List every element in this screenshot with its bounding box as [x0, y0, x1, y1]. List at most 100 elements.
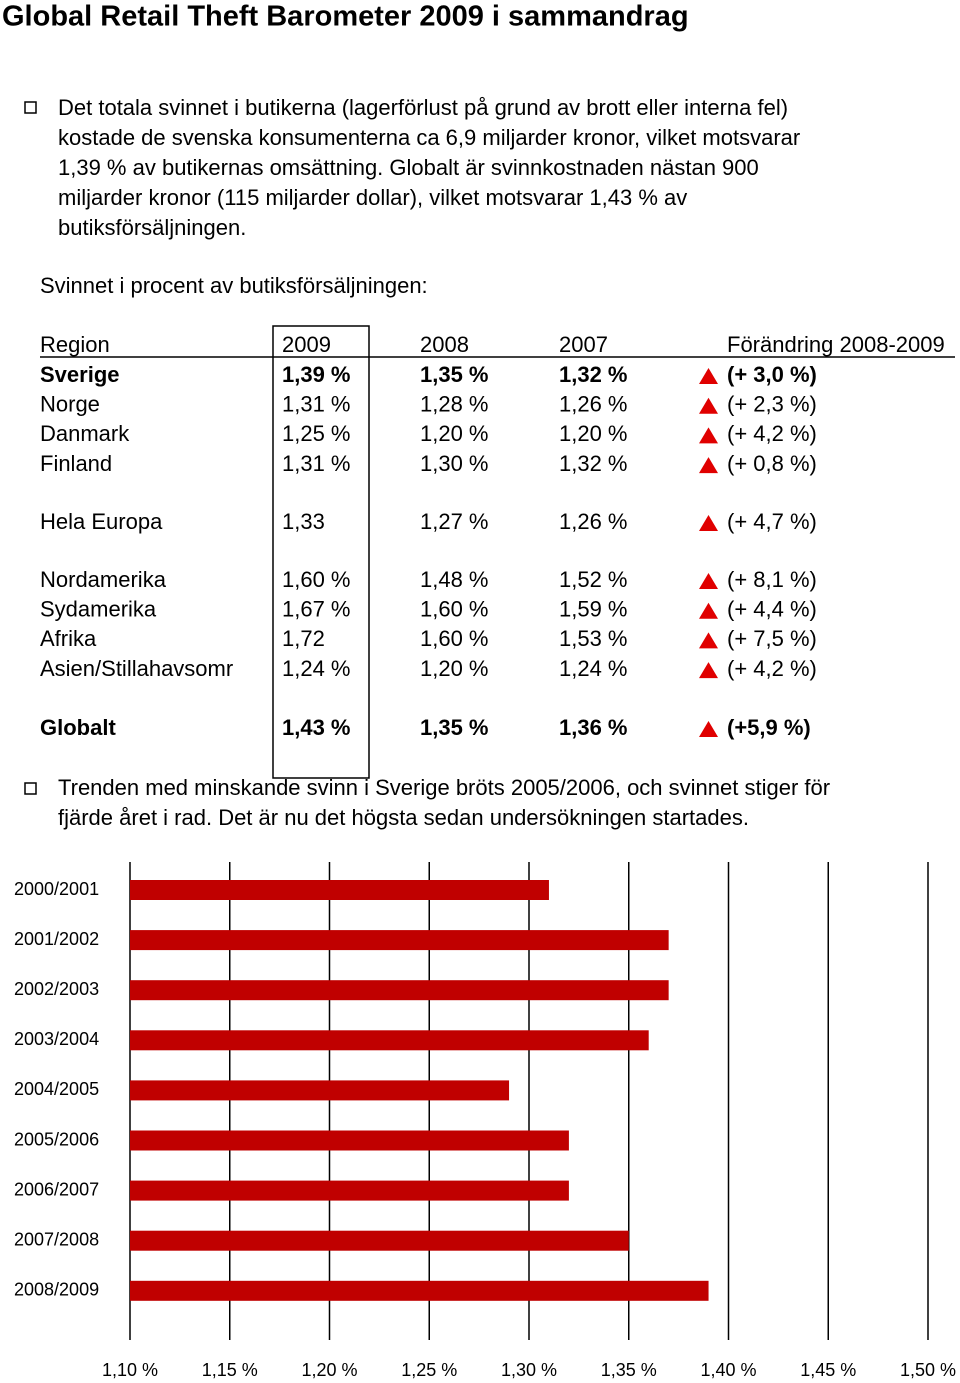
bar	[130, 1080, 510, 1101]
table-cell: 1,32 %	[559, 362, 628, 387]
x-tick-label: 1,30 %	[501, 1360, 557, 1380]
bar	[130, 1230, 629, 1251]
x-tick-label: 1,40 %	[700, 1360, 756, 1380]
table-cell: 1,20 %	[559, 421, 628, 446]
table-cell: 1,24 %	[559, 656, 628, 681]
paragraph-line: Det totala svinnet i butikerna (lagerför…	[58, 95, 788, 120]
table-cell: (+ 4,4 %)	[727, 597, 817, 622]
table-cell: 1,60 %	[420, 626, 489, 651]
table-cell: 1,60 %	[420, 597, 489, 622]
title: Global Retail Theft Barometer 2009 i sam…	[2, 1, 689, 33]
table-cell: (+ 0,8 %)	[727, 451, 817, 476]
table-cell: 1,35 %	[420, 362, 489, 387]
up-triangle	[699, 427, 718, 444]
up-triangle	[699, 368, 718, 384]
table-cell: 1,53 %	[559, 626, 628, 651]
table-cell: 1,26 %	[559, 392, 628, 417]
table-cell: 1,35 %	[420, 715, 489, 740]
up-triangle	[699, 573, 718, 589]
table-cell: (+5,9 %)	[727, 715, 811, 740]
table-cell: (+ 3,0 %)	[727, 362, 817, 387]
table-cell: 1,52 %	[559, 567, 628, 592]
bar	[130, 1030, 649, 1051]
x-tick-label: 1,15 %	[202, 1360, 258, 1380]
table-cell: 1,31 %	[282, 392, 351, 417]
x-tick-label: 1,25 %	[401, 1360, 457, 1380]
header-cell: Förändring 2008-2009	[727, 332, 945, 357]
y-tick-label: 2008/2009	[14, 1280, 99, 1300]
bar	[130, 930, 669, 951]
y-tick-label: 2000/2001	[14, 879, 99, 899]
table-cell: (+ 4,7 %)	[727, 509, 817, 534]
table-cell: Finland	[40, 451, 112, 476]
table-cell: 1,26 %	[559, 509, 628, 534]
table-cell: (+ 2,3 %)	[727, 392, 817, 417]
up-triangle	[699, 602, 718, 619]
subtitle: Svinnet i procent av butiksförsäljningen…	[40, 273, 428, 298]
x-tick-label: 1,10 %	[102, 1360, 158, 1380]
up-triangle	[699, 632, 718, 649]
up-triangle	[699, 515, 718, 531]
table-cell: 1,67 %	[282, 597, 351, 622]
y-tick-label: 2003/2004	[14, 1029, 99, 1049]
paragraph-line: butiksförsäljningen.	[58, 215, 246, 240]
header-cell: Region	[40, 332, 110, 357]
bar	[130, 880, 549, 900]
y-tick-label: 2005/2006	[14, 1129, 99, 1149]
table-cell: 1,59 %	[559, 597, 628, 622]
y-tick-label: 2007/2008	[14, 1229, 99, 1249]
table-cell: (+ 4,2 %)	[727, 421, 817, 446]
x-tick-label: 1,20 %	[301, 1360, 357, 1380]
table-cell: 1,25 %	[282, 421, 351, 446]
up-triangle	[699, 662, 718, 679]
header-cell: 2009	[282, 332, 331, 357]
bullet-box	[24, 101, 37, 114]
up-triangle	[699, 721, 718, 737]
table-cell: Hela Europa	[40, 509, 163, 534]
y-tick-label: 2001/2002	[14, 929, 99, 949]
paragraph-line: Trenden med minskande svinn i Sverige br…	[58, 775, 830, 800]
bar	[130, 1180, 569, 1201]
table-cell: 1,20 %	[420, 421, 489, 446]
header-cell: 2008	[420, 332, 469, 357]
table-cell: 1,39 %	[282, 362, 351, 387]
table-cell: 1,33	[282, 509, 325, 534]
x-tick-label: 1,45 %	[800, 1360, 856, 1380]
table-cell: 1,32 %	[559, 451, 628, 476]
bar	[130, 1280, 709, 1301]
paragraph-line: miljarder kronor (115 miljarder dollar),…	[58, 185, 687, 210]
table-cell: 1,48 %	[420, 567, 489, 592]
table-cell: Asien/Stillahavsomr	[40, 656, 233, 681]
y-tick-label: 2006/2007	[14, 1179, 99, 1199]
y-tick-label: 2002/2003	[14, 979, 99, 999]
x-tick-label: 1,35 %	[601, 1360, 657, 1380]
up-triangle	[699, 457, 718, 474]
table-cell: Nordamerika	[40, 567, 167, 592]
header-cell: 2007	[559, 332, 608, 357]
paragraph-line: fjärde året i rad. Det är nu det högsta …	[58, 805, 749, 830]
table-cell: Afrika	[40, 626, 97, 651]
table-cell: 1,20 %	[420, 656, 489, 681]
table-cell: 1,24 %	[282, 656, 351, 681]
x-tick-label: 1,50 %	[900, 1360, 956, 1380]
table-cell: 1,72	[282, 626, 325, 651]
table-cell: 1,30 %	[420, 451, 489, 476]
table-cell: 1,27 %	[420, 509, 489, 534]
bar	[130, 1130, 569, 1151]
bar	[130, 980, 669, 1001]
paragraph-line: 1,39 % av butikernas omsättning. Globalt…	[58, 155, 759, 180]
bullet-box	[24, 782, 37, 795]
table-cell: (+ 8,1 %)	[727, 567, 817, 592]
table-cell: 1,43 %	[282, 715, 351, 740]
table-cell: (+ 7,5 %)	[727, 626, 817, 651]
table-cell: Globalt	[40, 715, 116, 740]
table-cell: 1,31 %	[282, 451, 351, 476]
table-cell: 1,60 %	[282, 567, 351, 592]
table-cell: Norge	[40, 392, 100, 417]
y-tick-label: 2004/2005	[14, 1079, 99, 1099]
table-cell: (+ 4,2 %)	[727, 656, 817, 681]
column-highlight	[272, 325, 370, 779]
paragraph-line: kostade de svenska konsumenterna ca 6,9 …	[58, 125, 800, 150]
table-cell: Sverige	[40, 362, 120, 387]
